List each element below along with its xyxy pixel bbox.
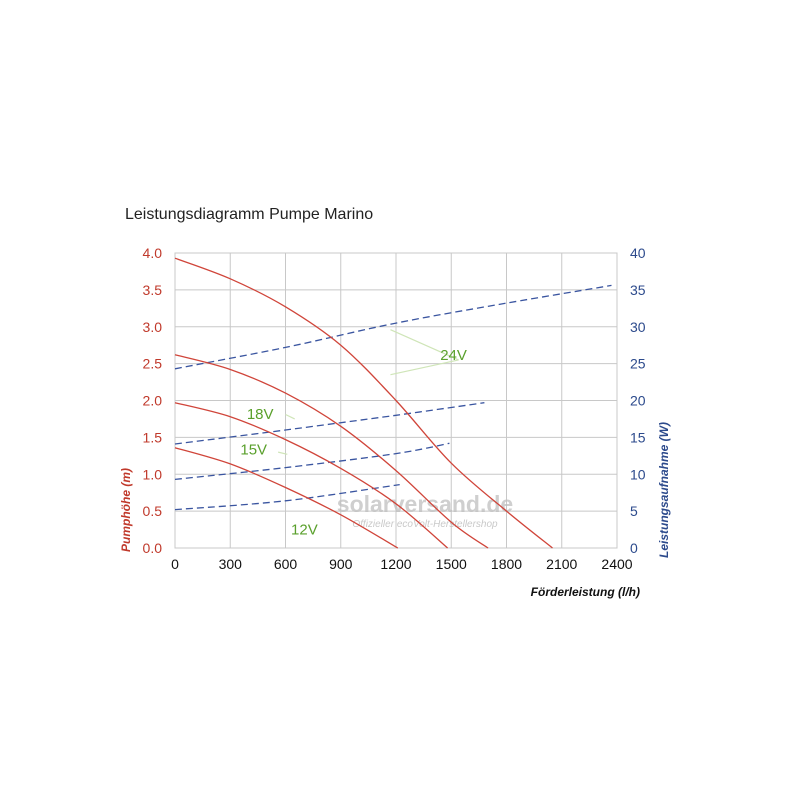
- annotation-leader-24v: [390, 359, 459, 376]
- grid: [174, 252, 618, 549]
- head-curve-15v: [174, 402, 449, 549]
- y2-tick-label: 0: [630, 540, 638, 556]
- x-tick-label: 300: [219, 556, 243, 572]
- x-tick-label: 1200: [380, 556, 411, 572]
- y2-tick-label: 5: [630, 503, 638, 519]
- voltage-label-15v: 15V: [240, 441, 267, 458]
- annotation-leader-15v: [277, 451, 288, 455]
- x-tick-label: 2400: [601, 556, 632, 572]
- y-tick-label: 1.0: [143, 466, 163, 482]
- x-tick-label: 0: [171, 556, 179, 572]
- y2-tick-label: 20: [630, 393, 646, 409]
- annotation-leader-18v: [285, 413, 295, 420]
- y2-axis-label: Leistungsaufnahme (W): [657, 422, 671, 558]
- x-tick-label: 2100: [546, 556, 577, 572]
- y-tick-label: 1.5: [143, 429, 163, 445]
- annotation-leader-24v: [390, 329, 459, 361]
- y-axis-label: Pumphöhe (m): [119, 468, 133, 552]
- y2-tick-label: 15: [630, 429, 646, 445]
- y2-tick-label: 25: [630, 356, 646, 372]
- y2-tick-label: 10: [630, 466, 646, 482]
- x-axis-label: Förderleistung (l/h): [531, 585, 640, 599]
- x-tick-label: 1500: [436, 556, 467, 572]
- voltage-label-24v: 24V: [440, 347, 467, 364]
- chart-title: Leistungsdiagramm Pumpe Marino: [125, 206, 373, 223]
- y-tick-label: 3.0: [143, 319, 163, 335]
- y2-tick-label: 35: [630, 282, 646, 298]
- watermark: solarversand.de Offizieller ecoVolt-Hers…: [337, 491, 513, 530]
- head-curve-12v: [174, 447, 399, 549]
- head-curve-18v: [174, 354, 489, 549]
- head-curve-24v: [174, 257, 553, 549]
- watermark-text: solarversand.de: [337, 491, 513, 517]
- x-tick-label: 1800: [491, 556, 522, 572]
- curves: 24V 18V 15V 12V: [174, 257, 612, 549]
- voltage-label-18v: 18V: [247, 406, 274, 423]
- x-tick-label: 600: [274, 556, 298, 572]
- y2-tick-label: 40: [630, 245, 646, 261]
- x-tick-label: 900: [329, 556, 353, 572]
- y-tick-label: 0.5: [143, 503, 163, 519]
- watermark-subtext: Offizieller ecoVolt-Herstellershop: [352, 519, 498, 530]
- y-tick-label: 2.0: [143, 393, 163, 409]
- power-curve-18v: [174, 402, 485, 445]
- tick-labels: 0 300 600 900 1200 1500 1800 2100 2400 0.0 0 0.5 5 1.…: [143, 245, 646, 572]
- y-tick-label: 4.0: [143, 245, 163, 261]
- y-tick-label: 0.0: [143, 540, 163, 556]
- voltage-label-12v: 12V: [291, 522, 318, 539]
- y2-tick-label: 30: [630, 319, 646, 335]
- y-tick-label: 2.5: [143, 356, 163, 372]
- y-tick-label: 3.5: [143, 282, 163, 298]
- power-curve-24v: [174, 284, 612, 370]
